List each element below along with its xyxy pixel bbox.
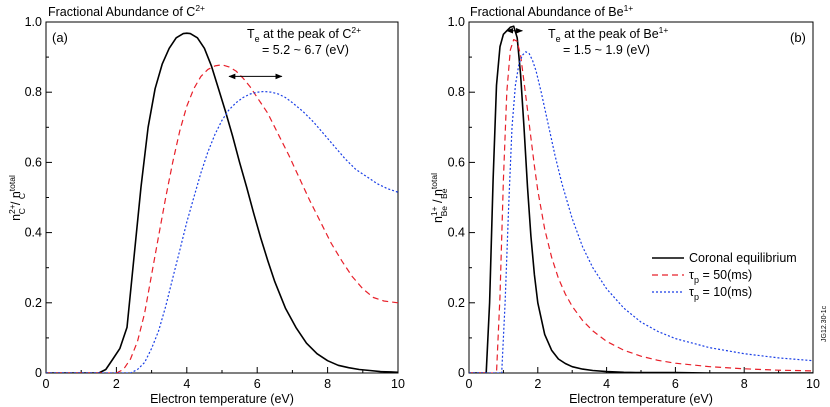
series-line-b-0 [469, 25, 813, 373]
panel-a-annotation-line1: Te at the peak of C2+ [247, 25, 361, 44]
panel-b-annotation: Te at the peak of Be1+ = 1.5 ~ 1.9 (eV) [506, 25, 668, 57]
series-line-a-0 [46, 32, 398, 373]
y-tick-label-b-5: 1.0 [448, 15, 465, 29]
legend-label-coronal: Coronal equilibrium [689, 251, 797, 265]
panel-b: Fractional Abundance of Be1+ 0 2 4 6 8 10 0 0.2… [429, 3, 820, 406]
y-tick-label-b-0: 0 [458, 366, 465, 380]
panel-a: Fractional Abundance of C2+ 0 2 4 6 8 1000.20… [7, 3, 405, 406]
x-tick-label-a-3: 6 [254, 377, 261, 391]
panel-a-annotation: Te at the peak of C2+ = 5.2 ~ 6.7 (eV) [228, 25, 361, 80]
panel-b-annotation-line1: Te at the peak of Be1+ [548, 25, 668, 44]
legend-label-tau50: τp = 50(ms) [689, 268, 752, 285]
series-line-a-2 [46, 90, 398, 373]
panel-a-series [46, 32, 398, 373]
y-tick-label-b-1: 0.2 [448, 296, 465, 310]
panel-b-series [469, 25, 813, 373]
y-tick-label-b-2: 0.4 [448, 226, 465, 240]
panel-a-title: Fractional Abundance of C2+ [48, 3, 205, 19]
y-tick-label-a-4: 0.8 [25, 85, 42, 99]
x-tick-label-b-5: 10 [806, 377, 820, 391]
panel-a-tick-labels: 0 2 4 6 8 10 0 0.2 0.4 0.6 0.8 1.0 [25, 15, 405, 391]
panel-b-title: Fractional Abundance of Be1+ [470, 3, 633, 19]
panel-b-legend: Coronal equilibrium τp = 50(ms) τp = 10(… [652, 251, 797, 302]
y-tick-label-a-1: 0.2 [25, 296, 42, 310]
y-tick-label-b-3: 0.6 [448, 155, 465, 169]
panel-b-xlabel: Electron temperature (eV) [569, 392, 713, 406]
x-tick-label-b-4: 8 [741, 377, 748, 391]
y-tick-label-a-5: 1.0 [25, 15, 42, 29]
x-tick-label-b-2: 4 [603, 377, 610, 391]
x-tick-label-a-1: 2 [113, 377, 120, 391]
x-tick-label-a-4: 8 [324, 377, 331, 391]
panel-a-label: (a) [52, 30, 68, 45]
legend-label-tau10: τp = 10(ms) [689, 285, 752, 302]
y-tick-label-a-2: 0.4 [25, 226, 42, 240]
x-tick-label-a-0: 0 [43, 377, 50, 391]
y-tick-label-a-0: 0 [35, 366, 42, 380]
x-tick-label-a-5: 10 [391, 377, 405, 391]
x-tick-label-b-0: 0 [466, 377, 473, 391]
panel-a-xlabel: Electron temperature (eV) [150, 392, 294, 406]
panel-b-annotation-line2: = 1.5 ~ 1.9 (eV) [563, 43, 650, 57]
series-line-b-2 [469, 51, 813, 373]
figure-id: JG12.30-1c [821, 305, 828, 342]
panel-b-ylabel: n1+Be/ ntotalBe [429, 173, 449, 223]
x-tick-label-b-1: 2 [534, 377, 541, 391]
series-line-b-1 [469, 38, 813, 373]
x-tick-label-a-2: 4 [183, 377, 190, 391]
y-tick-label-a-3: 0.6 [25, 155, 42, 169]
y-tick-label-b-4: 0.8 [448, 85, 465, 99]
panel-b-tick-labels: 0 2 4 6 8 10 0 0.2 0.4 0.6 0.8 1.0 [448, 15, 820, 391]
panel-a-ylabel: n2+C/ ntotalC [7, 175, 27, 221]
x-tick-label-b-3: 6 [672, 377, 679, 391]
panel-a-ticks [45, 21, 399, 374]
panel-a-frame [45, 21, 399, 374]
series-line-a-1 [46, 64, 398, 373]
panel-a-annotation-line2: = 5.2 ~ 6.7 (eV) [262, 43, 349, 57]
panel-b-label: (b) [790, 30, 806, 45]
